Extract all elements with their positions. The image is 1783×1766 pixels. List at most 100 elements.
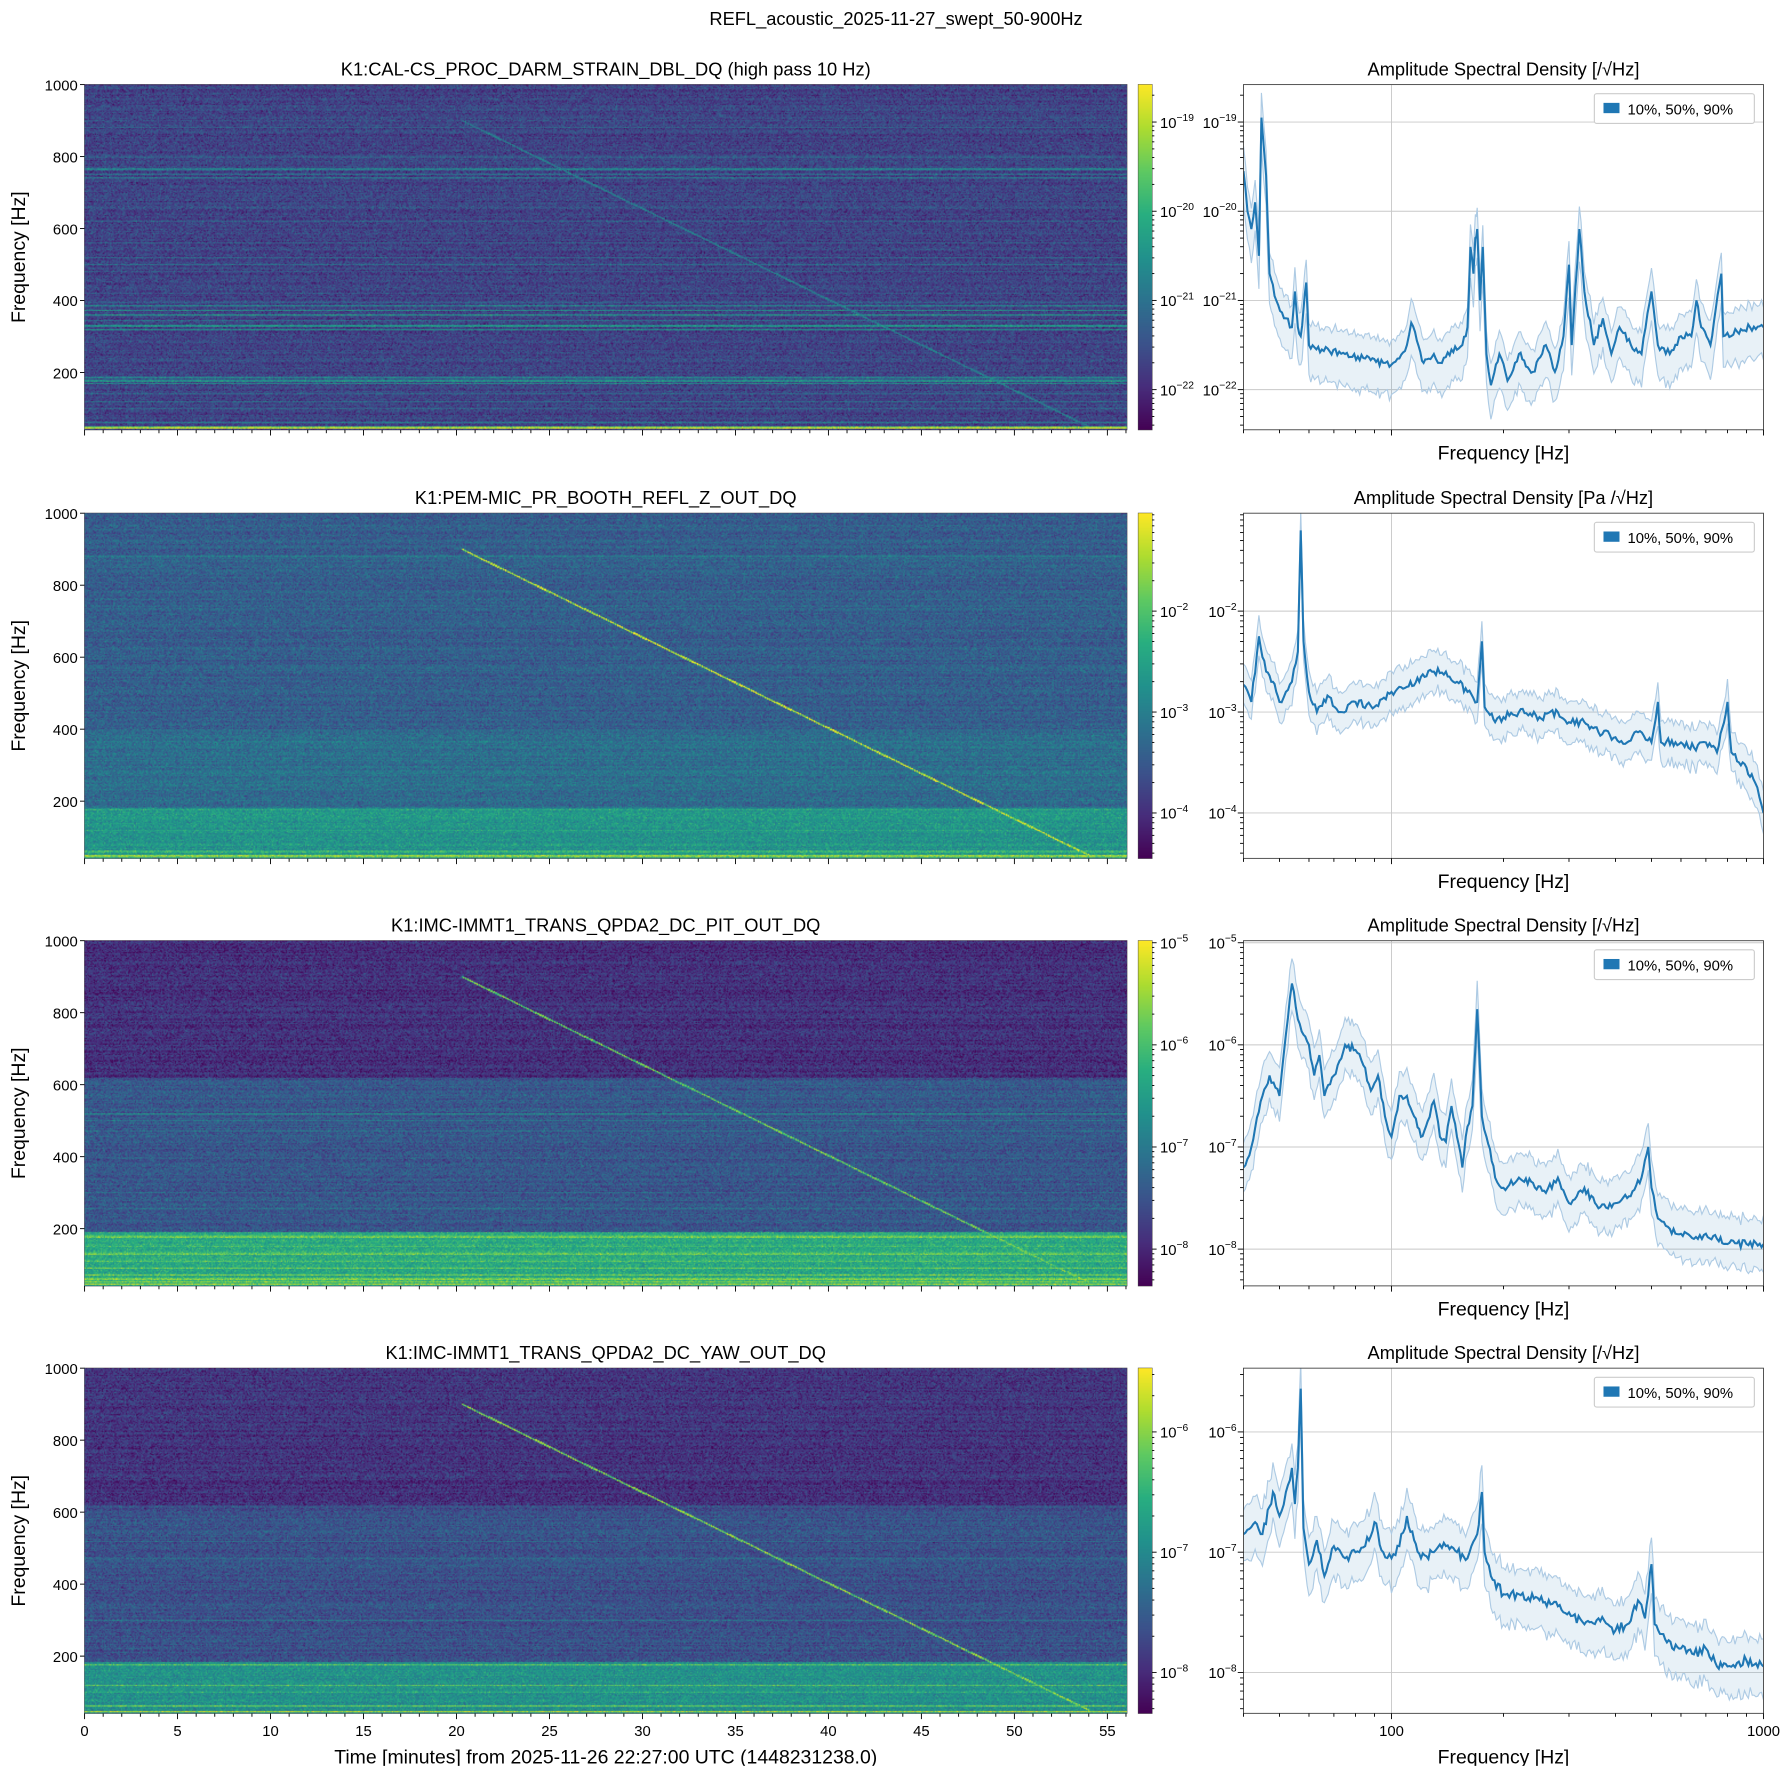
asd-plot-area xyxy=(1243,92,1764,420)
x-axis-label: Frequency [Hz] xyxy=(1438,442,1570,464)
asd-median-line xyxy=(1243,1388,1764,1672)
y-axis-label: Frequency [Hz] xyxy=(8,1047,30,1179)
y-tick-label: 400 xyxy=(53,1578,78,1594)
figure-title: REFL_acoustic_2025-11-27_swept_50-900Hz xyxy=(709,8,1082,30)
asd-10th-percentile-line xyxy=(1243,146,1764,420)
y-tick-label: 1000 xyxy=(45,934,78,950)
y-tick-label: 10−20 xyxy=(1203,202,1237,221)
x-tick-label: 55 xyxy=(1099,1724,1116,1740)
x-tick-label: 10 xyxy=(262,1724,279,1740)
legend-box xyxy=(1593,93,1755,125)
colorbar-tick-label: 10−19 xyxy=(1160,113,1194,132)
asd-90th-percentile-line xyxy=(1243,958,1764,1226)
spectrogram-image xyxy=(84,1368,1127,1714)
asd-title: Amplitude Spectral Density [Pa /√Hz] xyxy=(1354,487,1653,508)
spectrogram-title: K1:CAL-CS_PROC_DARM_STRAIN_DBL_DQ (high … xyxy=(341,58,871,80)
asd-10th-percentile-line xyxy=(1243,1008,1764,1275)
y-tick-label: 10−3 xyxy=(1208,703,1237,722)
y-tick-label: 10−7 xyxy=(1208,1543,1237,1562)
x-tick-label: 100 xyxy=(1379,1724,1404,1740)
asd-10th-percentile-line xyxy=(1243,546,1764,834)
legend-swatch xyxy=(1603,958,1620,970)
legend: 10%, 50%, 90% xyxy=(1593,521,1755,553)
colorbar-tick-label: 10−4 xyxy=(1160,804,1189,823)
y-tick-label: 1000 xyxy=(45,1362,78,1378)
x-tick-label: 0 xyxy=(80,1724,88,1740)
colorbar-tick-label: 10−8 xyxy=(1160,1240,1189,1259)
x-tick-label: 5 xyxy=(173,1724,181,1740)
spectrogram-image xyxy=(84,940,1127,1286)
y-tick-label: 1000 xyxy=(45,507,78,523)
asd-plot-area xyxy=(1243,1368,1764,1702)
y-tick-label: 200 xyxy=(53,1222,78,1238)
x-axis-label: Frequency [Hz] xyxy=(1438,1747,1570,1766)
colorbar xyxy=(1138,84,1153,430)
asd-percentile-band xyxy=(1243,92,1764,420)
y-tick-label: 10−22 xyxy=(1203,380,1237,399)
y-axis-label: Frequency [Hz] xyxy=(8,1475,30,1607)
y-tick-label: 400 xyxy=(53,294,78,310)
spectrogram-image xyxy=(84,84,1127,430)
y-tick-label: 800 xyxy=(53,150,78,166)
asd-90th-percentile-line xyxy=(1243,1368,1764,1646)
y-tick-label: 10−8 xyxy=(1208,1240,1237,1259)
y-tick-label: 600 xyxy=(53,651,78,667)
x-tick-label: 1000 xyxy=(1747,1724,1780,1740)
y-tick-label: 400 xyxy=(53,723,78,739)
colorbar xyxy=(1138,940,1153,1286)
asd-10th-percentile-line xyxy=(1243,1417,1764,1702)
asd-median-line xyxy=(1243,530,1764,814)
y-tick-label: 200 xyxy=(53,366,78,382)
legend-swatch xyxy=(1603,102,1620,114)
legend-label: 10%, 50%, 90% xyxy=(1627,958,1733,974)
x-tick-label: 25 xyxy=(541,1724,558,1740)
legend-label: 10%, 50%, 90% xyxy=(1627,102,1733,118)
legend: 10%, 50%, 90% xyxy=(1593,1376,1755,1408)
y-tick-label: 10−2 xyxy=(1208,602,1237,621)
x-tick-label: 15 xyxy=(355,1724,372,1740)
asd-title: Amplitude Spectral Density [/√Hz] xyxy=(1368,915,1640,936)
colorbar-tick-label: 10−7 xyxy=(1160,1543,1189,1562)
y-tick-label: 200 xyxy=(53,1650,78,1666)
asd-percentile-band xyxy=(1243,1368,1764,1700)
y-tick-label: 600 xyxy=(53,222,78,238)
legend-swatch xyxy=(1603,531,1620,542)
colorbar-tick-label: 10−5 xyxy=(1160,934,1189,953)
colorbar-tick-label: 10−2 xyxy=(1160,602,1189,621)
x-axis-label: Frequency [Hz] xyxy=(1438,871,1570,893)
y-tick-label: 10−21 xyxy=(1203,291,1237,310)
colorbar-tick-label: 10−7 xyxy=(1160,1138,1189,1157)
y-tick-label: 1000 xyxy=(45,78,78,94)
asd-percentile-band xyxy=(1243,513,1764,834)
y-tick-label: 10−7 xyxy=(1208,1138,1237,1157)
y-tick-label: 800 xyxy=(53,1006,78,1022)
colorbar xyxy=(1138,513,1153,859)
asd-percentile-band xyxy=(1243,958,1764,1274)
asd-median-line xyxy=(1243,983,1764,1252)
x-tick-label: 35 xyxy=(727,1724,744,1740)
y-tick-label: 10−6 xyxy=(1208,1423,1237,1442)
spectrogram-title: K1:PEM-MIC_PR_BOOTH_REFL_Z_OUT_DQ xyxy=(415,487,797,509)
y-tick-label: 600 xyxy=(53,1506,78,1522)
legend-box xyxy=(1593,949,1755,981)
y-tick-label: 10−6 xyxy=(1208,1036,1237,1055)
asd-title: Amplitude Spectral Density [/√Hz] xyxy=(1368,1342,1640,1363)
y-tick-label: 10−8 xyxy=(1208,1663,1237,1682)
y-axis-label: Frequency [Hz] xyxy=(8,620,30,752)
legend-box xyxy=(1593,521,1755,553)
asd-plot-area xyxy=(1243,958,1764,1275)
colorbar-tick-label: 10−21 xyxy=(1160,291,1194,310)
legend: 10%, 50%, 90% xyxy=(1593,93,1755,125)
y-tick-label: 600 xyxy=(53,1078,78,1094)
y-tick-label: 800 xyxy=(53,1434,78,1450)
y-tick-label: 10−19 xyxy=(1203,113,1237,132)
y-tick-label: 200 xyxy=(53,795,78,811)
colorbar-tick-label: 10−6 xyxy=(1160,1423,1189,1442)
asd-plot-area xyxy=(1243,513,1764,834)
colorbar xyxy=(1138,1368,1153,1714)
legend-label: 10%, 50%, 90% xyxy=(1627,531,1733,547)
y-tick-label: 400 xyxy=(53,1150,78,1166)
asd-median-line xyxy=(1243,117,1764,386)
colorbar-tick-label: 10−22 xyxy=(1160,380,1194,399)
legend-box xyxy=(1593,1376,1755,1408)
